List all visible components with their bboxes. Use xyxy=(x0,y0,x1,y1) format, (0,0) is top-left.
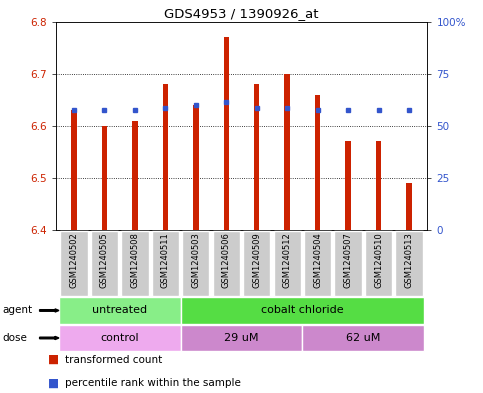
FancyBboxPatch shape xyxy=(152,231,179,296)
Bar xyxy=(71,110,77,230)
FancyBboxPatch shape xyxy=(91,231,118,296)
Bar xyxy=(345,141,351,230)
Bar xyxy=(406,183,412,230)
Text: transformed count: transformed count xyxy=(65,354,162,365)
Text: GSM1240510: GSM1240510 xyxy=(374,233,383,288)
FancyBboxPatch shape xyxy=(58,325,181,351)
Bar xyxy=(224,37,229,230)
FancyBboxPatch shape xyxy=(58,297,181,324)
Text: GSM1240512: GSM1240512 xyxy=(283,233,292,288)
Bar xyxy=(315,95,320,230)
FancyBboxPatch shape xyxy=(213,231,240,296)
Bar xyxy=(284,74,290,230)
Bar xyxy=(132,121,138,230)
Text: ■: ■ xyxy=(48,353,59,366)
Bar xyxy=(376,141,382,230)
FancyBboxPatch shape xyxy=(302,325,425,351)
FancyBboxPatch shape xyxy=(304,231,331,296)
Text: ■: ■ xyxy=(48,376,59,390)
FancyBboxPatch shape xyxy=(365,231,392,296)
Text: GSM1240508: GSM1240508 xyxy=(130,233,139,288)
Text: GSM1240506: GSM1240506 xyxy=(222,233,231,288)
Text: 62 uM: 62 uM xyxy=(346,333,381,343)
Text: GSM1240504: GSM1240504 xyxy=(313,233,322,288)
Title: GDS4953 / 1390926_at: GDS4953 / 1390926_at xyxy=(164,7,319,20)
Text: agent: agent xyxy=(2,305,32,316)
Text: untreated: untreated xyxy=(92,305,147,316)
Text: 29 uM: 29 uM xyxy=(224,333,259,343)
Text: control: control xyxy=(100,333,139,343)
Bar xyxy=(101,126,107,230)
Text: GSM1240505: GSM1240505 xyxy=(100,233,109,288)
FancyBboxPatch shape xyxy=(181,297,425,324)
Text: GSM1240507: GSM1240507 xyxy=(344,233,353,288)
FancyBboxPatch shape xyxy=(273,231,301,296)
Text: GSM1240502: GSM1240502 xyxy=(70,233,78,288)
FancyBboxPatch shape xyxy=(396,231,423,296)
Text: GSM1240509: GSM1240509 xyxy=(252,233,261,288)
Bar xyxy=(254,84,259,230)
FancyBboxPatch shape xyxy=(335,231,362,296)
FancyBboxPatch shape xyxy=(121,231,149,296)
Bar xyxy=(193,105,199,230)
Text: cobalt chloride: cobalt chloride xyxy=(261,305,344,316)
FancyBboxPatch shape xyxy=(243,231,270,296)
FancyBboxPatch shape xyxy=(181,325,302,351)
Text: GSM1240511: GSM1240511 xyxy=(161,233,170,288)
FancyBboxPatch shape xyxy=(60,231,87,296)
Text: dose: dose xyxy=(2,333,28,343)
Text: percentile rank within the sample: percentile rank within the sample xyxy=(65,378,241,388)
Text: GSM1240513: GSM1240513 xyxy=(405,233,413,288)
Text: GSM1240503: GSM1240503 xyxy=(191,233,200,288)
FancyBboxPatch shape xyxy=(182,231,210,296)
Bar xyxy=(163,84,168,230)
